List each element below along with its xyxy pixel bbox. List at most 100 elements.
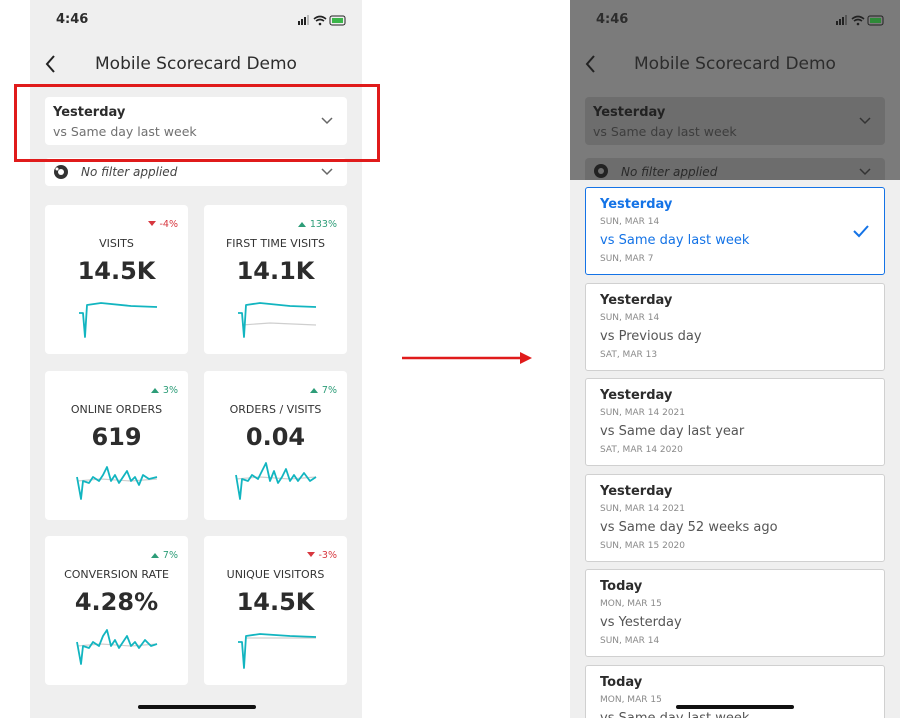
screen-title: Mobile Scorecard Demo [95,54,297,74]
kpi-name: ORDERS / VISITS [229,402,322,416]
change-arrow [147,221,156,226]
kpi-change-text: -4% [159,219,179,230]
date-option[interactable]: Yesterday SUN, MAR 14 vs Previous day SAT, … [585,282,885,371]
sparkline [238,633,317,669]
date-option[interactable]: Yesterday SUN, MAR 14 2021 vs Same day las… [585,378,885,466]
kpi-value: 0.04 [245,422,306,451]
kpi-change-text: 7% [321,384,337,396]
sparkline [235,461,317,500]
filter-selector: No filter applied [585,158,885,180]
chevron [321,117,333,125]
date-primary: Yesterday [53,105,126,120]
dimmed-header [570,0,900,180]
option-primary: Yesterday [600,292,673,308]
screen-title: Mobile Scorecard Demo [634,54,836,74]
date-compare: vs Same day last week [53,124,197,139]
chevron [321,168,333,176]
option-primary-date: SUN, MAR 14 [600,217,660,227]
kpi-change: 7% [309,384,337,396]
sparkline [79,302,158,338]
kpi-card[interactable]: 7% CONVERSION RATE 4.28% [45,536,188,685]
status-icons [298,15,346,26]
kpi-card[interactable]: -4% VISITS 14.5K [45,205,188,354]
filter-text: No filter applied [81,165,178,179]
kpi-card[interactable]: 133% FIRST TIME VISITS 14.1K [204,205,347,354]
kpi-change: -3% [306,550,338,561]
change-arrow [309,387,318,393]
kpi-value: 14.1K [236,257,315,285]
date-option[interactable]: Today MON, MAR 15 vs Same day last week [585,664,885,718]
back-button [585,55,595,73]
filter-icon [594,164,608,178]
option-compare: vs Previous day [600,328,702,344]
change-arrow [150,387,159,393]
option-compare: vs Same day last year [600,424,745,439]
change-arrow [297,222,306,227]
phone-right: 4:46 Mobile Scorecard Demo Yesterday vs … [570,0,900,718]
filter-icon [54,165,68,179]
home-indicator [138,705,256,709]
option-compare-date: SAT, MAR 13 [600,349,658,360]
date-option[interactable]: Yesterday SUN, MAR 14 2021 vs Same day 52 … [585,473,885,562]
phone-left: 4:46 Mobile Scorecard Demo Yesterday vs … [30,0,362,718]
status-icons [836,15,884,26]
option-primary-date: SUN, MAR 14 2021 [600,503,686,514]
change-arrow [306,552,315,557]
sparkline [76,465,158,500]
option-compare: vs Same day last week [600,710,750,718]
option-primary: Yesterday [600,388,673,403]
option-primary-date: MON, MAR 15 [600,694,662,705]
date-option[interactable]: Yesterday SUN, MAR 14 vs Same day last wee… [585,187,885,275]
option-compare: vs Same day 52 weeks ago [600,519,778,535]
kpi-change: 7% [150,550,178,561]
kpi-name: CONVERSION RATE [64,568,169,581]
highlight-box [14,84,380,162]
sparkline [238,302,317,338]
filter-selector[interactable]: No filter applied [45,158,347,186]
date-selector[interactable]: Yesterday vs Same day last week [45,97,347,145]
status-time: 4:46 [596,12,629,27]
option-compare-date: SUN, MAR 14 [600,636,660,646]
option-compare-date: SAT, MAR 14 2020 [600,445,683,455]
filter-text: No filter applied [621,165,718,179]
kpi-card[interactable]: -3% UNIQUE VISITORS 14.5K [204,536,347,685]
option-primary-date: MON, MAR 15 [600,599,662,609]
kpi-change: 133% [297,219,337,230]
kpi-value: 14.5K [236,588,315,616]
kpi-change-text: 133% [309,219,337,230]
kpi-name: VISITS [99,237,134,250]
date-option[interactable]: Today MON, MAR 15 vs Yesterday SUN, MAR 14 [585,569,885,657]
kpi-change-text: 3% [162,384,178,396]
kpi-change: 3% [150,384,178,396]
checkmark [853,225,869,238]
kpi-card[interactable]: 3% ONLINE ORDERS 619 [45,370,188,520]
date-selector: Yesterday vs Same day last week [585,97,885,145]
option-primary-date: SUN, MAR 14 [600,312,660,323]
kpi-change-text: 7% [162,550,178,561]
kpi-change-text: -3% [318,550,338,561]
chevron [859,168,871,176]
arrow [402,352,532,364]
kpi-value: 14.5K [77,257,156,285]
kpi-name: UNIQUE VISITORS [226,568,325,581]
option-primary: Today [600,674,643,690]
back-button[interactable] [44,54,58,74]
change-arrow [150,553,159,558]
option-primary: Yesterday [600,197,673,212]
option-compare-date: SUN, MAR 7 [600,254,654,264]
kpi-name: FIRST TIME VISITS [225,237,325,250]
chevron [859,117,871,125]
option-compare: vs Yesterday [600,615,682,630]
kpi-value: 619 [91,422,142,451]
kpi-change: -4% [147,219,179,230]
sparkline [76,629,158,665]
kpi-card[interactable]: 7% ORDERS / VISITS 0.04 [204,370,347,520]
option-primary: Yesterday [600,483,673,499]
option-primary: Today [600,579,643,594]
date-primary: Yesterday [593,105,666,120]
option-compare-date: SUN, MAR 15 2020 [600,540,686,551]
kpi-name: ONLINE ORDERS [70,402,163,416]
option-compare: vs Same day last week [600,233,750,248]
home-indicator [676,705,794,709]
